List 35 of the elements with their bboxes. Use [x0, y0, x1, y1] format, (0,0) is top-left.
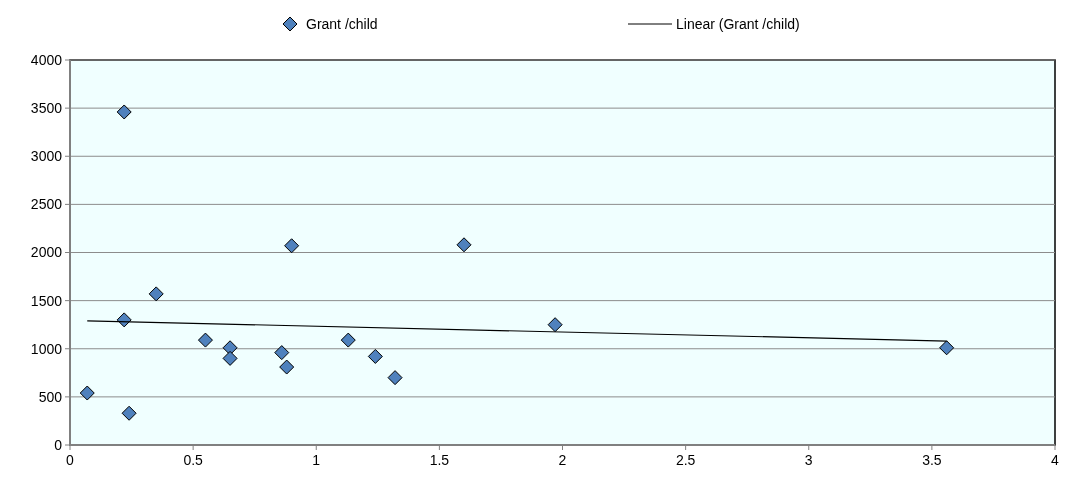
point — [456, 237, 472, 253]
point — [367, 348, 383, 364]
y-tick-label: 2500 — [30, 196, 63, 213]
point — [222, 350, 238, 366]
x-tick-label: 2.5 — [675, 452, 696, 468]
legend-label: Grant /child — [306, 15, 378, 32]
x-tick-label: 1 — [312, 452, 321, 468]
point — [387, 370, 403, 386]
y-tick-label: 3500 — [30, 100, 63, 117]
point — [79, 385, 95, 401]
point — [939, 340, 955, 356]
point — [116, 104, 132, 120]
point — [547, 317, 563, 333]
x-tick-label: 0.5 — [183, 452, 204, 468]
y-tick-label: 4000 — [30, 51, 63, 68]
point — [121, 405, 137, 421]
y-tick-label: 500 — [38, 388, 63, 405]
point — [197, 332, 213, 348]
y-tick-label: 1000 — [30, 340, 63, 357]
x-tick-label: 1.5 — [429, 452, 450, 468]
x-tick-label: 4 — [1051, 452, 1060, 468]
x-tick-label: 3.5 — [922, 452, 942, 468]
x-tick-label: 3 — [804, 452, 813, 468]
legend-label: Linear (Grant /child) — [676, 15, 800, 32]
y-tick-label: 3000 — [30, 148, 63, 165]
x-tick-label: 2 — [558, 452, 567, 468]
point — [279, 359, 295, 375]
point — [148, 286, 164, 302]
point — [340, 332, 356, 348]
y-tick-label: 2000 — [30, 244, 63, 261]
y-tick-label: 0 — [54, 436, 63, 453]
y-tick-label: 1500 — [30, 292, 63, 309]
point — [284, 238, 300, 254]
x-tick-label: 0 — [66, 452, 75, 468]
point — [274, 345, 290, 361]
